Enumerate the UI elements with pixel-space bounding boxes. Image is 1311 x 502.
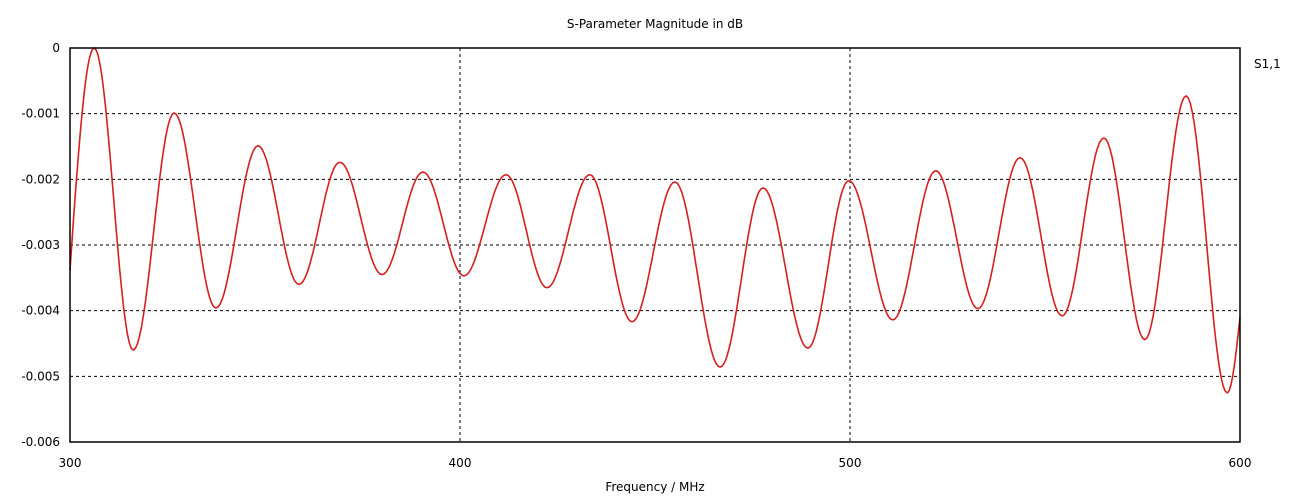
x-tick-label: 600 [1229, 456, 1252, 470]
series-line-s11 [69, 46, 1241, 394]
x-tick-label: 300 [59, 456, 82, 470]
chart-title: S-Parameter Magnitude in dB [567, 17, 743, 31]
y-tick-label: -0.001 [21, 107, 60, 121]
y-tick-label: 0 [52, 41, 60, 55]
y-tick-label: -0.006 [21, 435, 60, 449]
y-tick-label: -0.005 [21, 369, 60, 383]
x-axis-label: Frequency / MHz [605, 480, 704, 494]
y-tick-label: -0.002 [21, 172, 60, 186]
y-tick-label: -0.004 [21, 304, 60, 318]
y-tick-label: -0.003 [21, 238, 60, 252]
plot-frame [69, 47, 1241, 443]
legend-s11: S1,1 [1254, 57, 1281, 71]
x-tick-label: 500 [839, 456, 862, 470]
tick-labels: 0 -0.001 -0.002 -0.003 -0.004 -0.005 -0.006 300… [21, 41, 1251, 470]
x-tick-label: 400 [449, 456, 472, 470]
